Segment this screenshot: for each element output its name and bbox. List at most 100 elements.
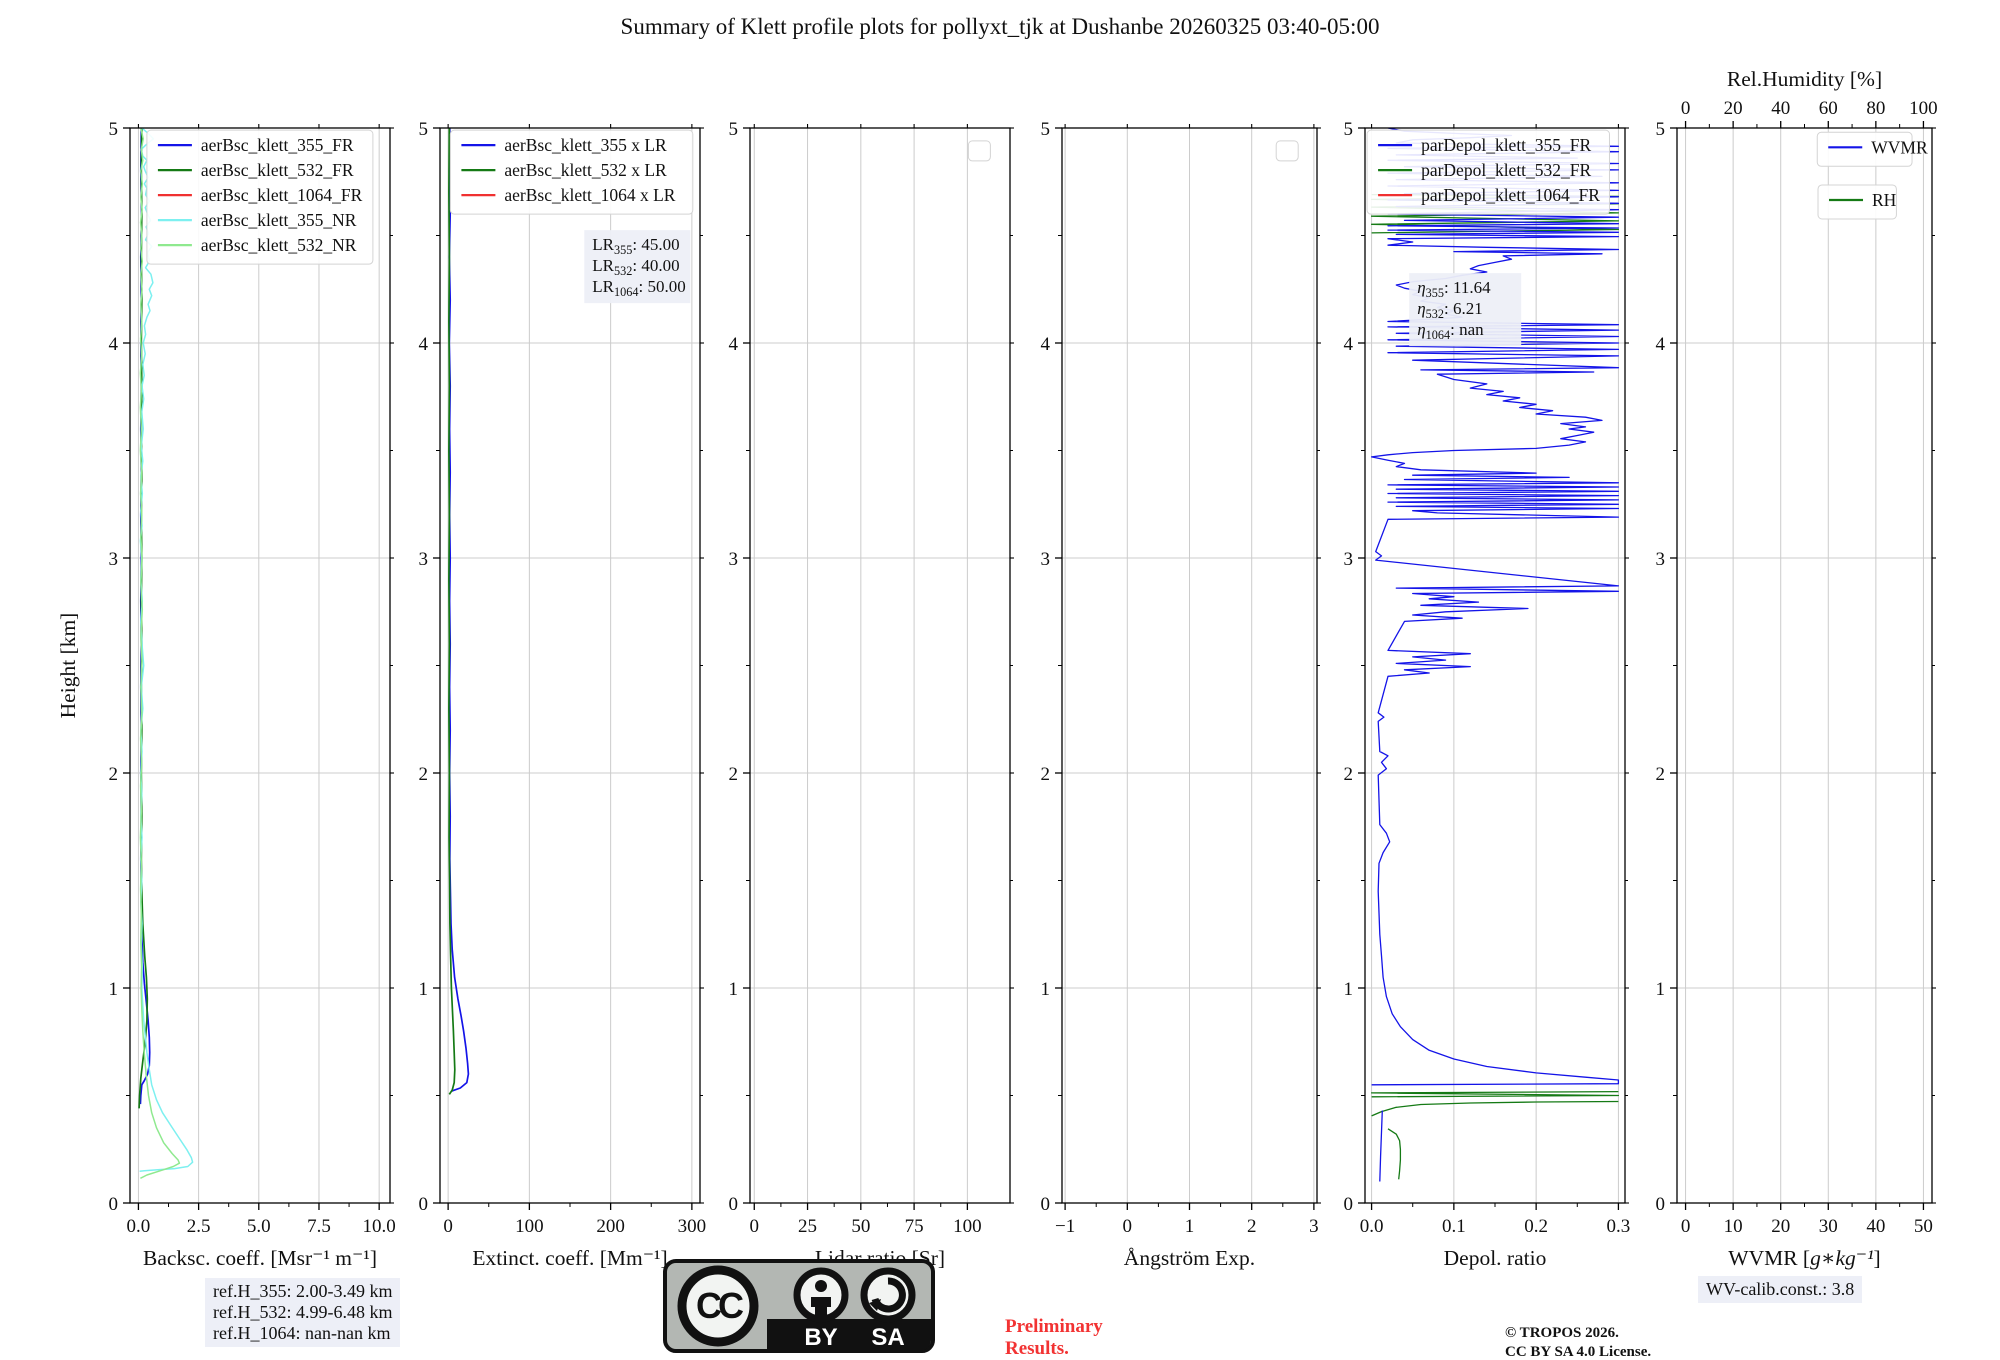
svg-text:RH: RH: [1872, 190, 1897, 210]
svg-text:50: 50: [851, 1216, 870, 1237]
svg-text:0.3: 0.3: [1607, 1216, 1631, 1237]
svg-text:0: 0: [1041, 1194, 1051, 1215]
series-parDepol_klett_355_FR_low: [1379, 1110, 1383, 1182]
legend-wvmr-0: WVMR: [1816, 131, 1928, 167]
svg-text:3: 3: [729, 549, 739, 570]
svg-text:LR1064: 50.00: LR1064: 50.00: [592, 277, 685, 299]
svg-text:0: 0: [109, 1194, 119, 1215]
svg-text:100: 100: [515, 1216, 544, 1237]
svg-text:η355: 11.64: η355: 11.64: [1417, 278, 1491, 300]
wv-calib-note: WV-calib.const.: 3.8: [1698, 1276, 1863, 1303]
legend-wvmr-1: RH: [1817, 184, 1897, 220]
svg-text:aerBsc_klett_355_FR: aerBsc_klett_355_FR: [201, 135, 354, 155]
cc-license-badge: CC BY SA: [663, 1259, 935, 1353]
svg-text:5.0: 5.0: [247, 1216, 271, 1237]
svg-text:3: 3: [1309, 1216, 1319, 1237]
svg-text:Height [km]: Height [km]: [56, 613, 80, 719]
subplot-depol_ratio: 0.0 0.1 0.2 0.3 0 1 2 3 4 5 Depol. ratio parDepol_k…: [1344, 119, 1631, 1270]
svg-text:0: 0: [1123, 1216, 1133, 1237]
svg-text:Extinct. coeff. [Mm⁻¹]: Extinct. coeff. [Mm⁻¹]: [472, 1246, 667, 1270]
svg-text:1: 1: [729, 979, 739, 1000]
svg-text:WVMR: WVMR: [1871, 137, 1928, 157]
svg-text:aerBsc_klett_355 x LR: aerBsc_klett_355 x LR: [504, 135, 667, 155]
svg-text:5: 5: [1656, 119, 1666, 140]
svg-text:Depol. ratio: Depol. ratio: [1444, 1246, 1547, 1270]
series-parDepol_klett_532_FR_c: [1371, 1100, 1619, 1117]
svg-text:η1064: nan: η1064: nan: [1417, 320, 1484, 342]
svg-text:4: 4: [1656, 334, 1666, 355]
svg-text:2: 2: [1247, 1216, 1257, 1237]
svg-text:5: 5: [109, 119, 119, 140]
svg-text:aerBsc_klett_1064 x LR: aerBsc_klett_1064 x LR: [504, 185, 675, 205]
svg-text:0: 0: [443, 1216, 453, 1237]
svg-text:aerBsc_klett_532_NR: aerBsc_klett_532_NR: [201, 235, 357, 255]
by-person-head: [815, 1280, 827, 1292]
svg-text:40: 40: [1866, 1216, 1885, 1237]
svg-text:1: 1: [1656, 979, 1666, 1000]
series-aerBsc_klett_532_NR: [139, 128, 181, 1179]
subplot-extinction: 0 100 200 300 0 1 2 3 4 5 Extinct. coeff. [Mm⁻¹] ae…: [419, 119, 707, 1270]
svg-text:3: 3: [109, 549, 119, 570]
svg-text:3: 3: [1041, 549, 1051, 570]
svg-text:2: 2: [1656, 764, 1666, 785]
svg-text:5: 5: [1041, 119, 1051, 140]
cc-circle-label: CC: [696, 1285, 744, 1326]
series-parDepol_klett_532_FR_b: [1370, 1090, 1620, 1098]
svg-text:parDepol_klett_1064_FR: parDepol_klett_1064_FR: [1421, 185, 1600, 205]
svg-text:0: 0: [750, 1216, 760, 1237]
svg-text:η532: 6.21: η532: 6.21: [1417, 299, 1483, 321]
ref-heights-note: ref.H_355: 2.00-3.49 km ref.H_532: 4.99-…: [205, 1278, 401, 1347]
legend-extinction-0: aerBsc_klett_355 x LR aerBsc_klett_532 x …: [449, 129, 694, 215]
svg-text:7.5: 7.5: [307, 1216, 331, 1237]
svg-text:3: 3: [1656, 549, 1666, 570]
svg-text:aerBsc_klett_532_FR: aerBsc_klett_532_FR: [201, 160, 354, 180]
badge-bottom-strip: [767, 1319, 931, 1351]
copyright-note: © TROPOS 2026. CC BY SA 4.0 License.: [1505, 1325, 1652, 1360]
svg-text:2: 2: [1344, 764, 1354, 785]
svg-text:80: 80: [1866, 98, 1885, 119]
svg-text:0.0: 0.0: [1360, 1216, 1384, 1237]
svg-text:2.5: 2.5: [187, 1216, 211, 1237]
svg-text:1: 1: [1344, 979, 1354, 1000]
series-parDepol_klett_355_FR: [1370, 128, 1620, 1086]
svg-text:5: 5: [729, 119, 739, 140]
ref-height-1064: ref.H_1064: nan-nan km: [213, 1323, 391, 1343]
ref-height-355: ref.H_355: 2.00-3.49 km: [213, 1281, 393, 1301]
svg-text:3: 3: [419, 549, 429, 570]
svg-text:0: 0: [1344, 1194, 1354, 1215]
svg-text:Rel.Humidity [%]: Rel.Humidity [%]: [1727, 67, 1882, 91]
svg-text:25: 25: [798, 1216, 817, 1237]
sa-arrow-head: [869, 1299, 881, 1311]
legend-backscatter-0: aerBsc_klett_355_FR aerBsc_klett_532_FRae…: [146, 129, 374, 265]
svg-text:0: 0: [729, 1194, 739, 1215]
svg-text:40: 40: [1771, 98, 1790, 119]
svg-text:0: 0: [1656, 1194, 1666, 1215]
sa-label: SA: [871, 1324, 904, 1351]
svg-text:100: 100: [953, 1216, 982, 1237]
svg-text:LR355: 45.00: LR355: 45.00: [592, 235, 679, 257]
ref-height-532: ref.H_532: 4.99-6.48 km: [213, 1302, 393, 1322]
svg-text:4: 4: [419, 334, 429, 355]
svg-text:aerBsc_klett_355_NR: aerBsc_klett_355_NR: [201, 210, 357, 230]
series-aerBsc_klett_355_x_LR: [448, 128, 470, 1092]
svg-text:20: 20: [1724, 98, 1743, 119]
svg-text:100: 100: [1909, 98, 1938, 119]
legend-angstrom-0: [1275, 140, 1299, 162]
svg-text:aerBsc_klett_532 x LR: aerBsc_klett_532 x LR: [504, 160, 667, 180]
svg-text:0: 0: [1681, 98, 1691, 119]
svg-text:2: 2: [729, 764, 739, 785]
by-person-icon: [793, 1267, 849, 1323]
svg-text:30: 30: [1819, 1216, 1838, 1237]
svg-text:parDepol_klett_355_FR: parDepol_klett_355_FR: [1421, 135, 1591, 155]
svg-text:WVMR [g∗kg⁻¹]: WVMR [g∗kg⁻¹]: [1728, 1246, 1880, 1270]
svg-text:300: 300: [678, 1216, 707, 1237]
cc-circle-icon: [677, 1265, 759, 1347]
svg-text:3: 3: [1344, 549, 1354, 570]
svg-text:4: 4: [1041, 334, 1051, 355]
by-person-body: [811, 1297, 831, 1317]
